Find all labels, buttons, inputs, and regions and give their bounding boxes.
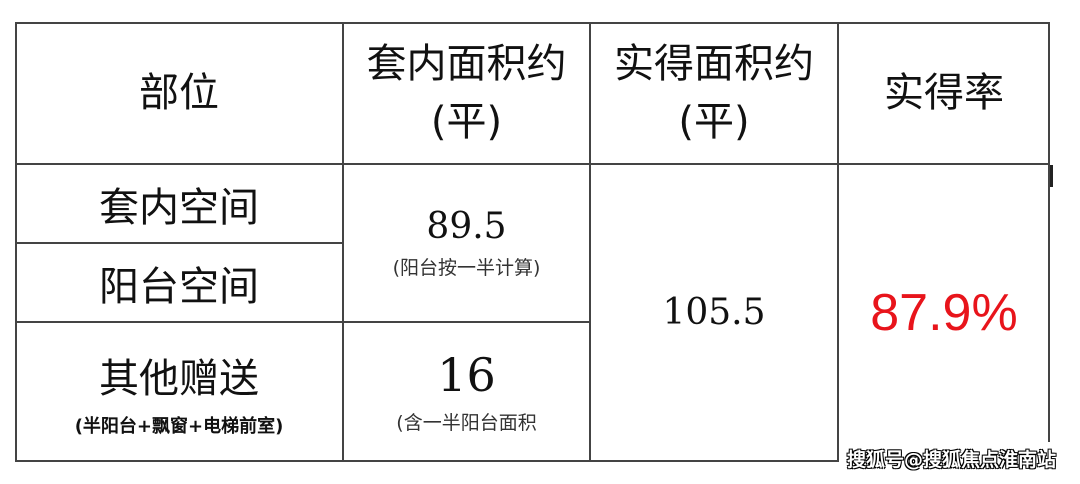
actual-area-cell: 105.5 <box>590 164 838 461</box>
header-actual-rate-text: 实得率 <box>884 70 1004 116</box>
watermark: 搜狐号@搜狐焦点淮南站 <box>846 449 1056 471</box>
header-inner-area-text: 套内面积约 <box>366 41 567 87</box>
border-bottom <box>15 460 838 462</box>
row-other-gift: 其他赠送 (半阳台+飘窗+电梯前室) <box>15 322 343 461</box>
inner-area-cell-1: 89.5 (阳台按一半计算) <box>343 164 590 322</box>
border-top <box>15 22 1050 24</box>
row-divider-2 <box>15 321 590 323</box>
row-balcony-space: 阳台空间 <box>15 243 343 322</box>
inner-area-note: (含一半阳台面积 <box>396 412 537 434</box>
part-label: 其他赠送 <box>99 355 259 402</box>
border-right <box>1048 22 1050 442</box>
row-inner-space: 套内空间 <box>15 164 343 243</box>
part-note: (半阳台+飘窗+电梯前室) <box>74 415 284 437</box>
border-header-bottom <box>15 163 1050 165</box>
part-label: 套内空间 <box>99 184 259 231</box>
header-actual-rate: 实得率 <box>838 22 1050 164</box>
header-actual-area-unit: (平) <box>678 99 750 145</box>
actual-rate-cell: 87.9% <box>838 164 1050 461</box>
header-actual-area-text: 实得面积约 <box>614 41 814 87</box>
inner-area-value: 89.5 <box>426 206 507 247</box>
header-part-text: 部位 <box>139 70 219 116</box>
border-left <box>15 22 17 462</box>
inner-area-cell-2: 16 (含一半阳台面积 <box>343 322 590 461</box>
row-divider-1 <box>15 242 343 244</box>
header-inner-area: 套内面积约 (平) <box>343 22 590 164</box>
col-divider-1 <box>342 22 344 462</box>
inner-area-value: 16 <box>437 348 496 402</box>
header-actual-area: 实得面积约 (平) <box>590 22 838 164</box>
actual-area-value: 105.5 <box>662 292 766 333</box>
actual-rate-value: 87.9% <box>870 283 1018 342</box>
inner-area-note: (阳台按一半计算) <box>392 257 541 279</box>
col-divider-3 <box>837 22 839 462</box>
part-label: 阳台空间 <box>99 263 259 310</box>
col-divider-2 <box>589 22 591 462</box>
header-part: 部位 <box>15 22 343 164</box>
border-right-mark <box>1050 165 1053 187</box>
header-inner-area-unit: (平) <box>430 99 503 145</box>
